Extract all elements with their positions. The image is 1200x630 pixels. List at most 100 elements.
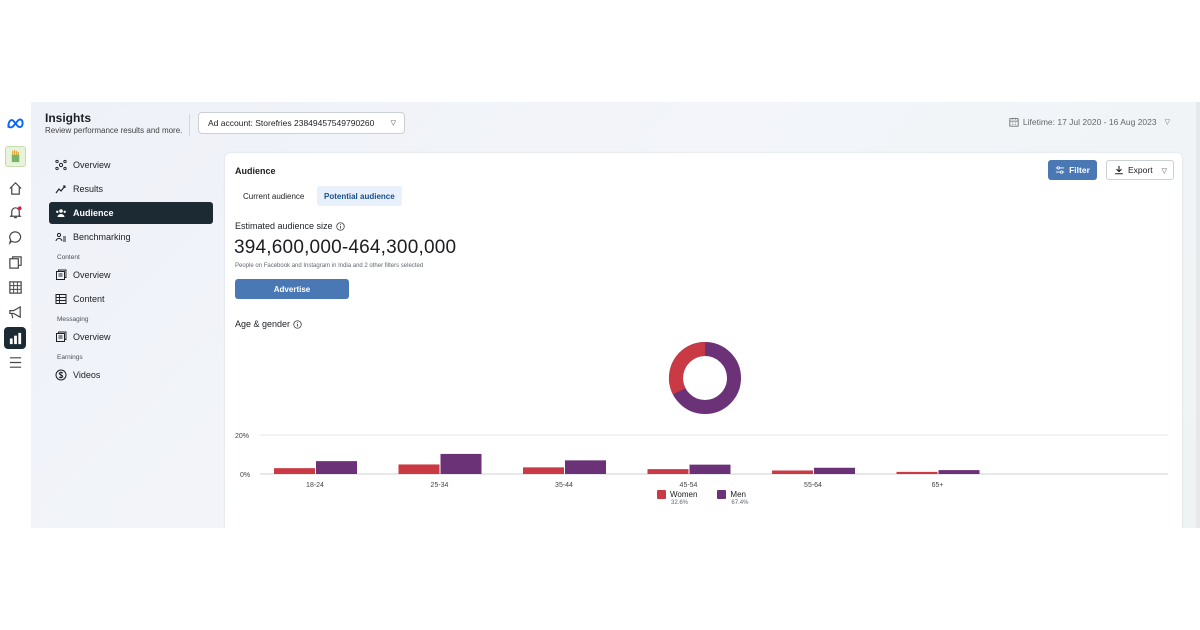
- benchmarking-icon: [55, 232, 66, 242]
- nav-item-overview[interactable]: Overview: [49, 154, 213, 176]
- main-area: Insights Review performance results and …: [31, 102, 1200, 528]
- bar-women: [398, 464, 440, 474]
- bar-men: [440, 453, 482, 474]
- results-icon: [55, 185, 66, 194]
- ad-account-dropdown[interactable]: Ad account: Storefries 2384945754979026​…: [198, 112, 405, 134]
- x-tick-label: 45-54: [680, 482, 698, 489]
- bar-women: [647, 469, 689, 474]
- x-tick-label: 25-34: [431, 482, 449, 489]
- ads-megaphone-icon[interactable]: [7, 304, 24, 321]
- overview-icon: [56, 331, 67, 342]
- bar-men: [689, 464, 731, 474]
- nav-section-earnings: Earnings: [57, 353, 83, 361]
- bar-women: [896, 471, 938, 474]
- chevron-down-icon: ▽: [1161, 168, 1167, 175]
- estimated-audience-heading: Estimated audience size: [235, 221, 345, 231]
- y-tick-label: 20%: [235, 433, 249, 440]
- dollar-icon: [55, 369, 67, 381]
- export-button[interactable]: Export ▽: [1106, 160, 1174, 180]
- legend-label: Women: [670, 490, 698, 499]
- nav-item-content-overview[interactable]: Overview: [49, 264, 213, 286]
- nav-item-benchmarking[interactable]: Benchmarking: [49, 226, 213, 248]
- nav-item-label: Content: [73, 294, 105, 304]
- audience-filter-note: People on Facebook and Instagram in Indi…: [235, 263, 424, 269]
- chart-legend: Women 32.6% Men 67.4%: [657, 490, 748, 506]
- gender-donut-chart: [669, 342, 741, 414]
- age-gender-bar-chart: 20% 0% 18-24 25-34 35-44 45-54 55-64 65+: [235, 433, 1168, 489]
- tab-current-audience[interactable]: Current audience: [243, 191, 305, 201]
- overview-icon: [56, 269, 67, 280]
- date-range-picker[interactable]: Lifetime: 17 Jul 2020 - 16 Aug 2023 ▽: [1009, 117, 1170, 127]
- card-title: Audience: [235, 166, 276, 176]
- info-icon[interactable]: [335, 221, 345, 231]
- x-tick-label: 18-24: [306, 482, 324, 489]
- audience-card: Audience Filter Export ▽ Current audienc…: [225, 153, 1182, 528]
- audience-size-value: 394,600,000-464,300,000: [234, 237, 457, 258]
- nav-item-audience[interactable]: Audience: [49, 202, 213, 224]
- nav-item-label: Videos: [73, 370, 101, 380]
- date-range-label: Lifetime: 17 Jul 2020 - 16 Aug 2023: [1022, 117, 1157, 127]
- nav-item-label: Audience: [73, 208, 114, 218]
- filter-label: Filter: [1069, 165, 1090, 175]
- nav-item-content[interactable]: Content: [49, 288, 213, 310]
- donut-slice-women: [669, 342, 741, 414]
- x-tick-label: 55-64: [804, 482, 822, 489]
- estimated-audience-label: Estimated audience size: [235, 221, 333, 231]
- menu-icon[interactable]: [7, 354, 24, 371]
- home-icon[interactable]: [7, 180, 24, 197]
- nav-section-content: Content: [57, 253, 80, 261]
- men-swatch: [717, 490, 727, 499]
- y-tick-label: 0%: [240, 472, 250, 479]
- insights-icon[interactable]: [4, 327, 26, 349]
- nav-section-messaging: Messaging: [57, 315, 89, 323]
- page-scrollbar[interactable]: [1196, 102, 1200, 528]
- app-frame: Insights Review performance results and …: [0, 102, 1200, 528]
- notifications-icon[interactable]: [7, 204, 24, 221]
- x-tick-label: 35-44: [555, 482, 573, 489]
- table-icon[interactable]: [7, 279, 24, 296]
- overview-icon: [55, 159, 67, 171]
- legend-label: Men: [730, 490, 746, 499]
- ad-account-label: Ad account: Storefries 2384945754979026​…: [208, 118, 375, 128]
- nav-item-label: Benchmarking: [73, 232, 131, 242]
- export-label: Export: [1128, 165, 1153, 175]
- info-icon[interactable]: [293, 319, 302, 329]
- page-subtitle: Review performance results and more.: [45, 126, 183, 135]
- chevron-down-icon: ▽: [390, 120, 396, 127]
- advertise-button[interactable]: Advertise: [235, 279, 349, 299]
- storefries-avatar-icon[interactable]: [5, 146, 26, 167]
- age-gender-heading: Age & gender: [235, 319, 302, 329]
- bar-women: [274, 468, 315, 474]
- legend-item-men[interactable]: Men 67.4%: [717, 490, 748, 506]
- meta-logo-icon[interactable]: [5, 114, 26, 131]
- pages-icon[interactable]: [7, 254, 24, 271]
- nav-item-results[interactable]: Results: [49, 178, 213, 200]
- download-icon: [1115, 165, 1123, 175]
- left-icon-rail: [0, 102, 31, 528]
- nav-item-label: Overview: [73, 332, 111, 342]
- nav-item-label: Overview: [73, 160, 111, 170]
- bar-men: [316, 461, 357, 474]
- header-divider: [189, 114, 190, 136]
- x-tick-label: 65+: [932, 482, 944, 489]
- bar-men: [565, 460, 606, 474]
- bar-women: [772, 470, 813, 474]
- messages-icon[interactable]: [7, 229, 24, 246]
- tab-potential-audience[interactable]: Potential audience: [317, 186, 402, 206]
- legend-share: 32.6%: [671, 500, 689, 506]
- legend-share: 67.4%: [731, 500, 749, 506]
- nav-item-messaging-overview[interactable]: Overview: [49, 326, 213, 348]
- chevron-down-icon: ▽: [1164, 119, 1170, 126]
- nav-item-label: Overview: [73, 270, 111, 280]
- filter-button[interactable]: Filter: [1048, 160, 1097, 180]
- legend-item-women[interactable]: Women 32.6%: [657, 490, 697, 506]
- women-swatch: [657, 490, 666, 499]
- calendar-icon: [1009, 117, 1019, 127]
- sliders-icon: [1055, 166, 1065, 174]
- nav-item-videos[interactable]: Videos: [49, 364, 213, 386]
- table-icon: [55, 294, 67, 304]
- bar-men: [814, 467, 855, 474]
- nav-item-label: Results: [73, 184, 104, 194]
- page-title: Insights: [45, 111, 92, 125]
- bar-men: [938, 470, 980, 474]
